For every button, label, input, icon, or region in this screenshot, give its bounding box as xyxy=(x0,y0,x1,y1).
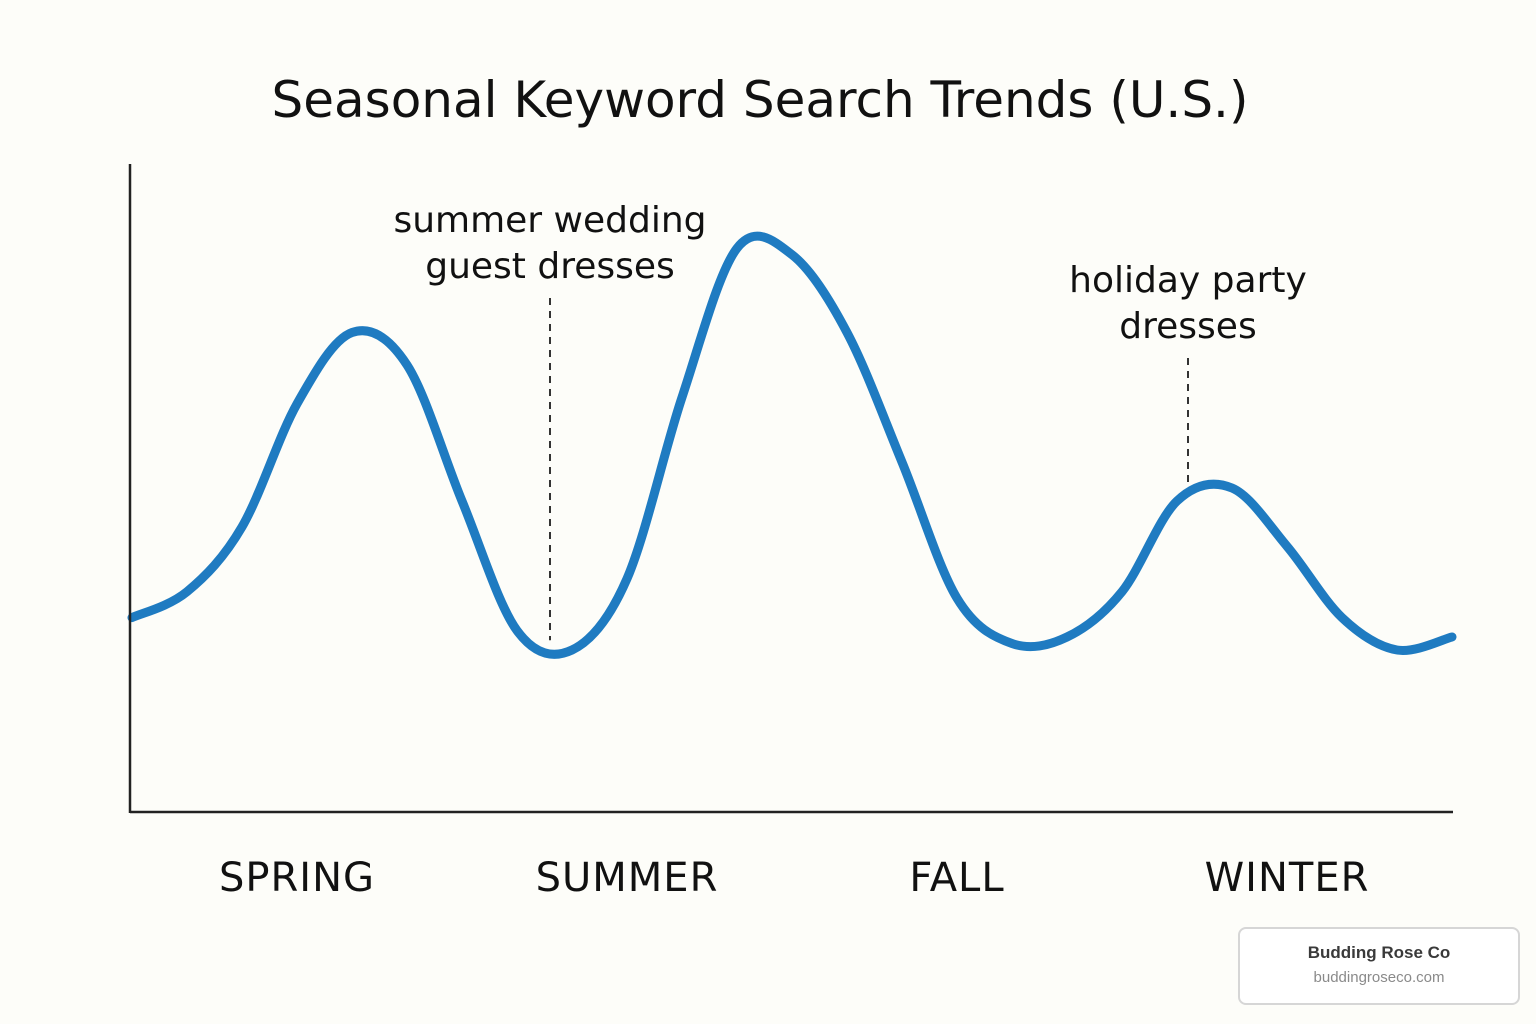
chart-title: Seasonal Keyword Search Trends (U.S.) xyxy=(272,71,1249,129)
annotation-line-text: summer wedding xyxy=(393,200,706,241)
watermark-name: Budding Rose Co xyxy=(1307,943,1451,962)
watermark-url: buddingroseco.com xyxy=(1313,969,1445,986)
annotation-text-1: holiday party dresses xyxy=(1069,260,1307,347)
annotations: summer wedding guest dresses holiday party… xyxy=(393,200,1307,641)
annotation-line-text: holiday party xyxy=(1069,260,1307,301)
x-tick-label-spring: SPRING xyxy=(219,855,375,901)
series-line-0 xyxy=(127,231,1457,659)
x-tick-labels: SPRING SUMMER FALL WINTER xyxy=(219,855,1370,901)
annotation-text-0: summer wedding guest dresses xyxy=(393,200,706,287)
annotation-line-text: guest dresses xyxy=(425,246,675,287)
watermark-badge: Budding Rose Co buddingroseco.com xyxy=(1238,927,1520,1005)
annotation-line-text: dresses xyxy=(1119,306,1256,347)
series-layer xyxy=(127,231,1457,659)
x-tick-label-fall: FALL xyxy=(909,855,1004,901)
x-tick-label-summer: SUMMER xyxy=(536,855,719,901)
x-tick-label-winter: WINTER xyxy=(1205,855,1370,901)
